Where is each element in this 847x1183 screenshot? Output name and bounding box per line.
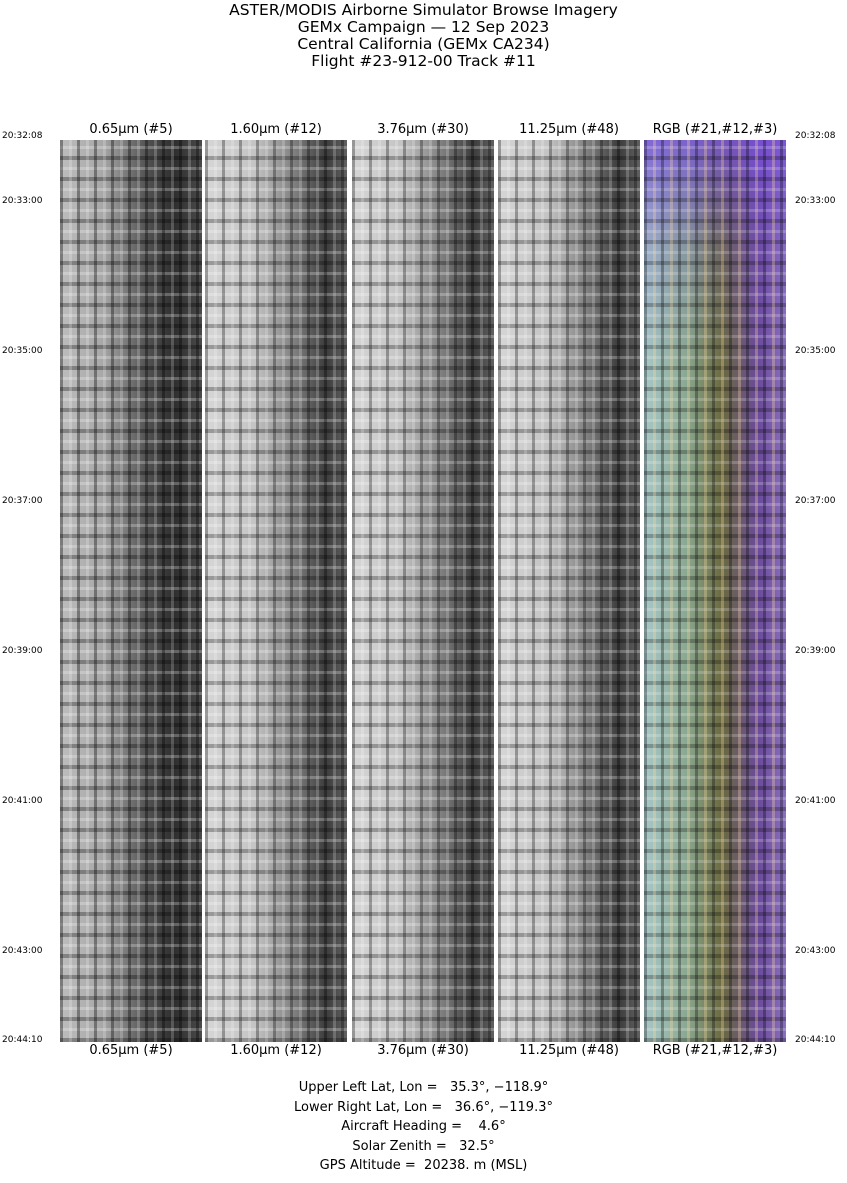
upper-left-latlon: Upper Left Lat, Lon = 35.3°, −118.9° (298, 1080, 549, 1095)
lower-right-latlon: Lower Right Lat, Lon = 36.6°, −119.3° (294, 1099, 553, 1115)
time-tick-left: 20:33:00 (2, 196, 43, 206)
flight-info: Upper Left Lat, Lon = 35.3°, −118.9° Low… (0, 1078, 847, 1176)
time-tick-left: 20:41:00 (2, 796, 43, 806)
image-panel-3.76um (352, 140, 494, 1042)
aircraft-heading: Aircraft Heading = 4.6° (341, 1119, 506, 1134)
panel-label-top: RGB (#21,#12,#3) (652, 122, 778, 137)
title-line: ASTER/MODIS Airborne Simulator Browse Im… (229, 1, 618, 19)
panel-label-bottom: 11.25µm (#48) (519, 1043, 619, 1058)
panel-label-top: 1.60µm (#12) (230, 122, 322, 137)
panel-label-bottom: 0.65µm (#5) (89, 1043, 173, 1058)
time-tick-right: 20:41:00 (795, 796, 836, 806)
gps-altitude: GPS Altitude = 20238. m (MSL) (319, 1158, 528, 1173)
image-panel-1.60um (205, 140, 347, 1042)
panel-label-bottom: 3.76µm (#30) (377, 1043, 469, 1058)
page-title: ASTER/MODIS Airborne Simulator Browse Im… (0, 2, 847, 70)
time-tick-left: 20:39:00 (2, 646, 43, 656)
image-panel-rgb (644, 140, 786, 1042)
panel-label-top: 11.25µm (#48) (519, 122, 619, 137)
time-tick-left: 20:44:10 (2, 1035, 43, 1045)
time-tick-right: 20:43:00 (795, 946, 836, 956)
time-tick-left: 20:43:00 (2, 946, 43, 956)
time-tick-left: 20:37:00 (2, 496, 43, 506)
time-tick-right: 20:32:08 (795, 131, 836, 141)
solar-zenith: Solar Zenith = 32.5° (352, 1138, 495, 1154)
image-panel-11.25um (498, 140, 640, 1042)
panel-label-bottom: 1.60µm (#12) (230, 1043, 322, 1058)
time-tick-right: 20:37:00 (795, 496, 836, 506)
panel-label-top: 0.65µm (#5) (89, 122, 173, 137)
title-line: Flight #23-912-00 Track #11 (311, 52, 536, 70)
time-tick-left: 20:35:00 (2, 346, 43, 356)
time-tick-right: 20:44:10 (795, 1035, 836, 1045)
time-tick-right: 20:33:00 (795, 196, 836, 206)
image-panel-0.65um (60, 140, 202, 1042)
time-tick-left: 20:32:08 (2, 131, 43, 141)
panel-label-bottom: RGB (#21,#12,#3) (652, 1043, 778, 1058)
panel-label-top: 3.76µm (#30) (377, 122, 469, 137)
time-tick-right: 20:35:00 (795, 346, 836, 356)
time-tick-right: 20:39:00 (795, 646, 836, 656)
title-line: GEMx Campaign — 12 Sep 2023 (297, 18, 550, 36)
title-line: Central California (GEMx CA234) (297, 35, 550, 53)
